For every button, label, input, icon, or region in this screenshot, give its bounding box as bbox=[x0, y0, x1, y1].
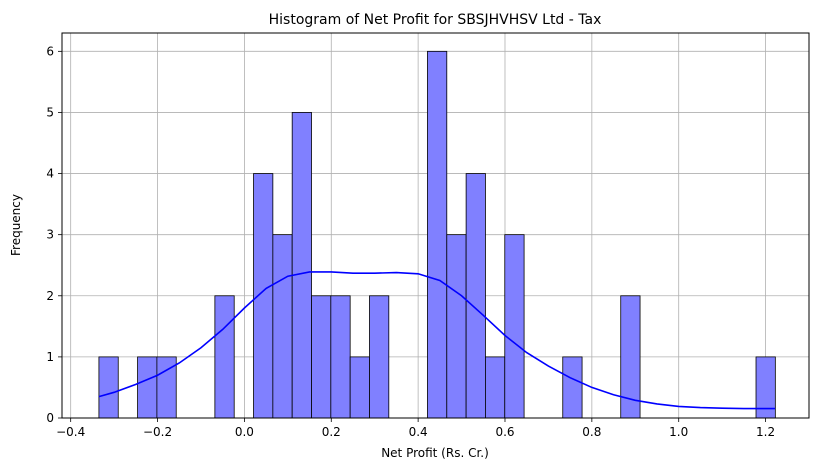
y-tick-label: 2 bbox=[46, 289, 54, 303]
y-tick-label: 0 bbox=[46, 411, 54, 425]
histogram-bar bbox=[272, 234, 293, 419]
x-axis-title: Net Profit (Rs. Cr.) bbox=[381, 446, 489, 460]
x-tick-label: −0.4 bbox=[56, 425, 85, 439]
x-tick-label: 0.0 bbox=[235, 425, 254, 439]
histogram-bar bbox=[504, 234, 525, 419]
histogram-bars bbox=[98, 50, 776, 419]
y-tick-label: 1 bbox=[46, 350, 54, 364]
histogram-bar bbox=[427, 50, 448, 419]
histogram-bar bbox=[485, 356, 506, 419]
histogram-bar bbox=[465, 173, 486, 419]
x-tick-label: 0.6 bbox=[495, 425, 514, 439]
histogram-bar bbox=[291, 112, 312, 419]
y-tick-label: 5 bbox=[46, 105, 54, 119]
kde-curve bbox=[98, 271, 776, 410]
y-axis-ticks: 0 1 2 3 4 5 6 bbox=[46, 44, 62, 425]
histogram-bar bbox=[562, 356, 583, 419]
histogram-bar bbox=[349, 356, 370, 419]
y-tick-label: 3 bbox=[46, 228, 54, 242]
x-tick-label: 0.2 bbox=[322, 425, 341, 439]
histogram-bar bbox=[253, 173, 274, 419]
x-tick-label: 1.0 bbox=[669, 425, 688, 439]
x-tick-label: −0.2 bbox=[143, 425, 172, 439]
x-axis-ticks: −0.4 −0.2 0.0 0.2 0.4 0.6 0.8 1.0 1.2 bbox=[56, 418, 775, 439]
y-tick-label: 4 bbox=[46, 167, 54, 181]
y-tick-label: 6 bbox=[46, 44, 54, 58]
x-tick-label: 0.8 bbox=[582, 425, 601, 439]
histogram-bar bbox=[137, 356, 158, 419]
histogram-bar bbox=[311, 295, 332, 419]
chart-title: Histogram of Net Profit for SBSJHVHSV Lt… bbox=[269, 12, 602, 28]
x-tick-label: 0.4 bbox=[409, 425, 428, 439]
y-axis-title: Frequency bbox=[9, 194, 23, 256]
histogram-bar bbox=[446, 234, 467, 419]
histogram-bar bbox=[214, 295, 235, 419]
histogram-bar bbox=[330, 295, 351, 419]
plot-frame bbox=[61, 32, 810, 419]
x-tick-label: 1.2 bbox=[756, 425, 775, 439]
histogram-bar bbox=[98, 356, 119, 419]
histogram-bar bbox=[369, 295, 390, 419]
